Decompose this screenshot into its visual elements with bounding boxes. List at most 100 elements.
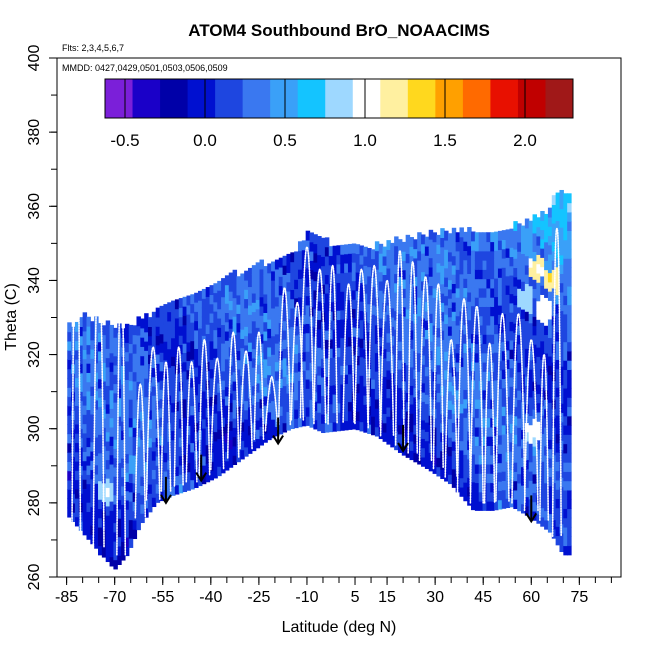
heat-cell <box>217 429 222 440</box>
heat-cell <box>186 323 191 334</box>
heat-cell <box>505 396 511 407</box>
heat-cell <box>390 307 395 318</box>
heat-cell <box>194 320 199 331</box>
heat-cell <box>459 338 464 349</box>
heat-cell <box>240 421 245 432</box>
heat-cell <box>478 417 484 428</box>
heat-cell <box>555 201 561 212</box>
heat-cell <box>132 390 138 401</box>
heat-cell <box>213 283 218 294</box>
heat-cell <box>186 369 191 380</box>
heat-cell <box>178 464 184 475</box>
heat-cell <box>244 317 249 327</box>
heat-cell <box>551 417 557 428</box>
heat-cell <box>163 406 168 416</box>
heat-cell <box>378 243 384 254</box>
heat-cell <box>259 324 264 335</box>
heat-cell <box>417 250 422 261</box>
heat-cell <box>128 343 134 354</box>
heat-cell <box>351 299 357 309</box>
heat-cell <box>501 341 507 352</box>
heat-cell <box>236 368 241 379</box>
heat-cell <box>474 352 480 363</box>
heat-cell <box>517 371 522 382</box>
heat-cell <box>521 466 526 477</box>
heat-cell <box>124 379 130 390</box>
heat-cell <box>336 412 341 422</box>
heat-cell <box>478 343 484 354</box>
flight-profile <box>551 227 562 538</box>
heat-cell <box>113 466 118 477</box>
heat-cell <box>186 332 191 343</box>
heat-cell <box>513 462 518 472</box>
heat-cell <box>528 369 534 379</box>
heat-cell <box>313 262 318 272</box>
heat-cell <box>240 301 245 312</box>
heat-cell <box>494 426 499 437</box>
heat-cell <box>517 269 522 280</box>
heat-cell <box>547 328 553 338</box>
heat-cell <box>163 396 168 407</box>
heat-cell <box>474 343 480 354</box>
heat-cell <box>201 437 207 448</box>
heat-cell <box>136 520 141 531</box>
heat-cell <box>413 267 418 277</box>
heat-cell <box>509 256 514 267</box>
heat-cell <box>417 324 422 335</box>
heat-cell <box>455 324 461 335</box>
heat-cell <box>201 298 207 309</box>
heat-cell <box>513 406 518 417</box>
heat-cell <box>555 303 561 314</box>
heat-cell <box>524 468 530 479</box>
heat-cell <box>167 385 172 396</box>
heat-cell <box>359 356 364 367</box>
heat-cell <box>221 342 226 353</box>
heat-cell <box>374 324 380 335</box>
heat-cell <box>309 380 314 391</box>
heat-cell <box>524 422 530 433</box>
heat-cell <box>517 251 522 262</box>
heat-cell <box>267 281 272 292</box>
heat-cell <box>386 323 391 334</box>
heat-cell <box>436 457 441 468</box>
heat-cell <box>447 409 453 420</box>
heat-cell <box>174 336 180 347</box>
heat-cell <box>544 519 549 530</box>
heat-cell <box>221 380 226 390</box>
heat-cell <box>371 295 376 306</box>
heat-cell <box>347 253 353 264</box>
heat-cell <box>144 368 149 379</box>
heat-cell <box>517 343 522 354</box>
heat-cell <box>121 550 126 561</box>
heat-cell <box>113 513 118 524</box>
heat-cell <box>78 344 84 355</box>
heat-cell <box>90 450 95 461</box>
heat-cell <box>447 381 453 392</box>
heat-cell <box>305 351 311 362</box>
heat-cell <box>167 311 172 322</box>
heat-cell <box>136 436 141 447</box>
heat-cell <box>259 333 264 344</box>
x-tick-label: 5 <box>351 589 360 606</box>
heat-cell <box>505 238 511 249</box>
heat-cell <box>232 436 238 447</box>
heat-cell <box>290 317 295 328</box>
flight-profiles <box>71 205 562 556</box>
heat-cell <box>509 358 514 369</box>
heat-cell <box>528 267 534 277</box>
heat-cell <box>501 471 507 481</box>
heat-cell <box>255 290 261 301</box>
heat-cell <box>371 416 376 426</box>
heat-cell <box>428 276 434 287</box>
heat-cell <box>540 312 545 323</box>
heat-cell <box>424 431 430 442</box>
heat-cell <box>98 406 103 417</box>
heat-cell <box>190 322 195 332</box>
heat-cell <box>186 434 191 445</box>
heat-cell <box>505 331 511 342</box>
heat-cell <box>371 323 376 334</box>
heat-cell <box>82 340 88 350</box>
heat-cell <box>382 404 388 415</box>
heat-cell <box>209 285 214 296</box>
heat-cell <box>224 284 230 295</box>
